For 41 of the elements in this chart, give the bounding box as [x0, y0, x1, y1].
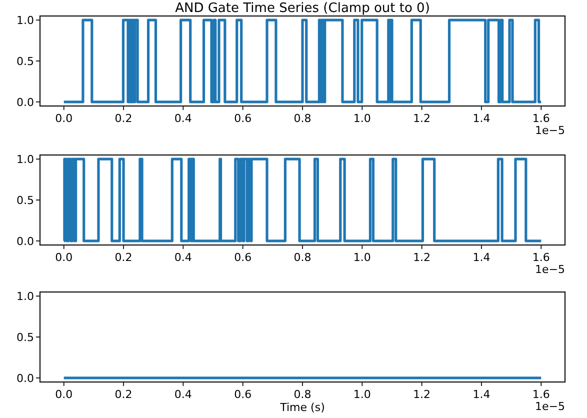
- x-tick-label: 0.0: [55, 251, 73, 264]
- x-tick-label: 1.2: [413, 251, 431, 264]
- text: 1e−5: [535, 124, 565, 137]
- y-tick-label: 0.5: [16, 194, 34, 207]
- chart-title: AND Gate Time Series (Clamp out to 0): [175, 1, 430, 16]
- x-tick-label: 1.0: [353, 251, 371, 264]
- y-tick-label: 1.0: [16, 290, 34, 303]
- x-tick-label: 1.6: [532, 388, 550, 401]
- x-tick-label: 0.2: [114, 251, 132, 264]
- x-tick-label: 1.4: [472, 251, 490, 264]
- x-tick-label: 0.2: [114, 388, 132, 401]
- x-tick-label: 1.2: [413, 112, 431, 125]
- text: 1e−5: [535, 263, 565, 276]
- x-tick-label: 1.4: [472, 388, 490, 401]
- x-tick-label: 1.0: [353, 388, 371, 401]
- y-tick-label: 0.0: [16, 234, 34, 248]
- x-tick-label: 0.4: [174, 112, 192, 125]
- x-tick-label: 0.8: [294, 251, 312, 264]
- y-tick-label: 0.0: [16, 96, 34, 109]
- x-tick-label: 0.6: [234, 388, 252, 401]
- y-tick-label: 0.0: [16, 372, 34, 385]
- x-tick-label: 0.2: [114, 112, 132, 125]
- x-tick-label: 0.0: [55, 388, 73, 401]
- y-tick-label: 0.5: [16, 54, 34, 68]
- x-tick-label: 1.4: [472, 112, 490, 125]
- x-tick-label: 0.8: [294, 112, 312, 125]
- y-tick-label: 1.0: [16, 14, 34, 27]
- x-tick-label: 0.4: [174, 388, 192, 401]
- y-tick-label: 1.0: [16, 152, 34, 166]
- x-tick-label: 1.0: [353, 112, 371, 125]
- x-tick-label: 0.0: [55, 112, 73, 125]
- x-axis-title: Time (s): [279, 401, 325, 414]
- x-tick-label: 1.6: [532, 112, 550, 125]
- y-tick-label: 0.5: [16, 330, 34, 344]
- x-tick-label: 1.6: [532, 251, 550, 264]
- x-tick-label: 0.6: [234, 251, 252, 264]
- x-tick-label: 0.4: [174, 251, 192, 264]
- x-tick-label: 0.8: [294, 388, 312, 401]
- x-tick-label: 1.2: [413, 388, 431, 401]
- text: 1e−5: [535, 400, 565, 413]
- x-tick-label: 0.6: [234, 112, 252, 125]
